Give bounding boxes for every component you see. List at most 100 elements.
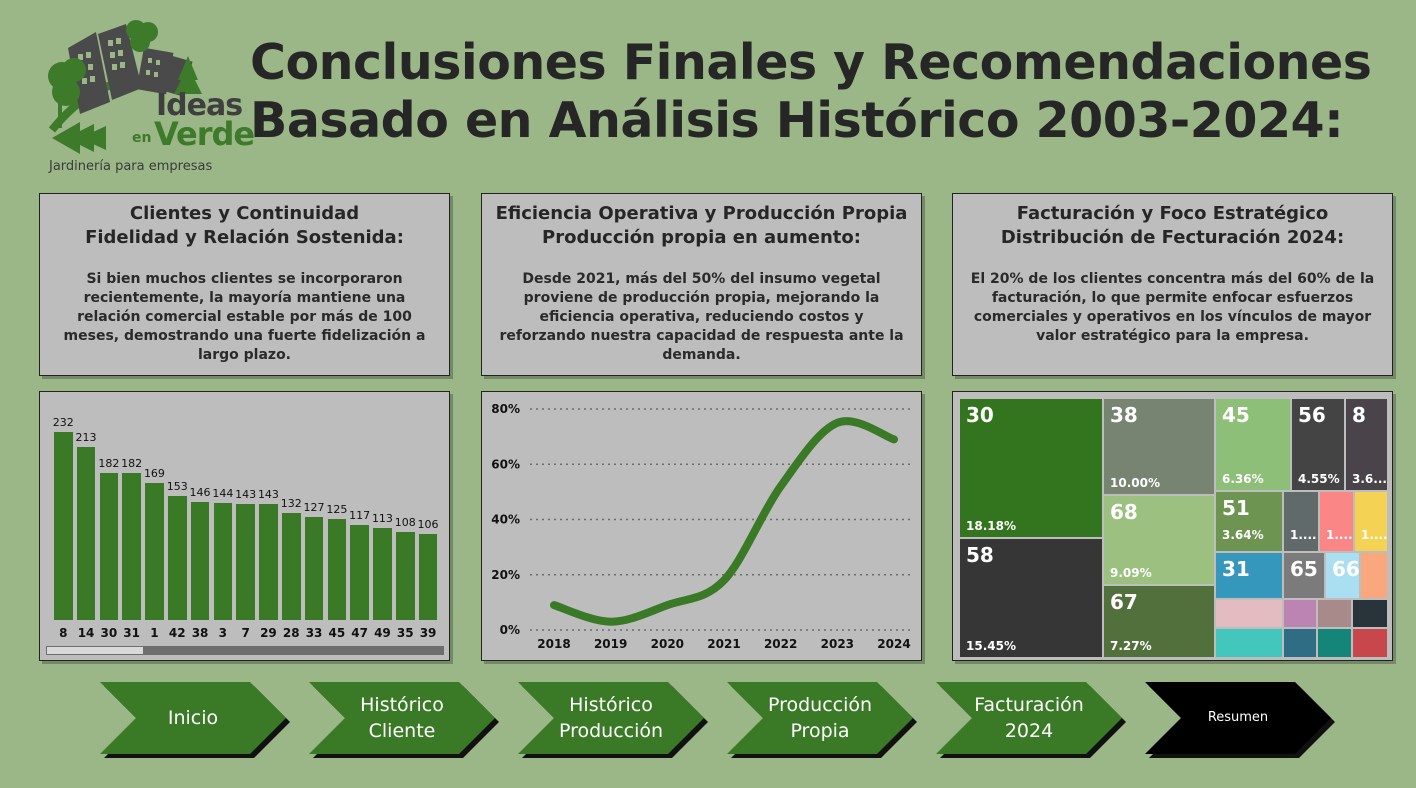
logo-tagline: Jardinería para empresas [49, 159, 213, 174]
nav-produccion-propia-button[interactable]: Producción Propia [727, 682, 917, 758]
line-chart-produccion: 0% 20% 40% 60% 80% 2018 2019 2020 2021 2022 2023 20… [481, 391, 922, 661]
bar-category-label: 3 [218, 626, 228, 640]
card-facturacion: Facturación y Foco Estratégico Distribuc… [952, 193, 1393, 376]
card-produccion-heading-2: Producción propia en aumento: [542, 227, 861, 248]
chart-scrollbar-thumb[interactable] [46, 646, 144, 655]
bar-value-label: 182 [121, 456, 143, 470]
card-facturacion-heading-2: Distribución de Fecturación 2024: [1000, 227, 1345, 248]
card-clientes: Clientes y Continuidad Fidelidad y Relac… [39, 193, 450, 376]
treemap-cell-percent: 1.... [1290, 528, 1317, 542]
treemap-cell-label: 30 [966, 403, 994, 427]
treemap-cell [1283, 628, 1317, 658]
nav-button-label: Histórico Producción [558, 694, 664, 742]
bar-47 [350, 525, 369, 620]
x-tick-label: 2022 [764, 637, 797, 651]
nav-button-label: Histórico Cliente [360, 694, 444, 742]
x-tick-label: 2020 [651, 637, 684, 651]
nav-historico-cliente-button[interactable]: Histórico Cliente [309, 682, 499, 758]
nav-arrow-shape-icon [727, 682, 917, 758]
bar-value-label: 132 [280, 497, 302, 511]
bar-value-label: 144 [212, 487, 234, 501]
treemap-cell [1215, 599, 1283, 628]
card-produccion-heading: Eficiencia Operativa y Producción Propia… [482, 202, 921, 250]
treemap-cell [1360, 552, 1388, 599]
treemap-cell [1352, 628, 1388, 658]
y-tick-label: 0% [500, 623, 520, 637]
bar-14 [76, 447, 96, 620]
bar-value-label: 143 [257, 488, 279, 502]
nav-button-label: Resumen [1207, 710, 1269, 725]
bar-3 [213, 503, 233, 620]
bar-35 [396, 532, 415, 620]
treemap-cell: 1.... [1283, 491, 1319, 552]
treemap-cell-68: 68 9.09% [1103, 495, 1215, 585]
treemap-cell-58: 58 15.45% [959, 538, 1103, 658]
card-facturacion-heading-1: Facturación y Foco Estratégico [1016, 203, 1329, 224]
treemap-cell [1352, 599, 1388, 628]
bar-value-label: 127 [303, 501, 325, 515]
nav-arrow-shape-icon [309, 682, 499, 758]
y-tick-label: 40% [491, 513, 520, 527]
x-tick-label: 2021 [707, 637, 740, 651]
treemap-cell-31: 31 [1215, 552, 1283, 599]
treemap-cell: 1.... [1319, 491, 1354, 552]
page-title: Conclusiones Finales y Recomendaciones B… [250, 34, 1400, 150]
treemap-cell-label: 66 [1332, 557, 1360, 581]
bar-42 [168, 496, 187, 620]
treemap-cell-label: 67 [1110, 590, 1138, 614]
treemap-cell-label: 65 [1290, 557, 1318, 581]
card-clientes-heading: Clientes y Continuidad Fidelidad y Relac… [40, 202, 449, 250]
logo: Ideas en Verde Jardinería para empresas [40, 18, 255, 178]
bar-49 [373, 528, 392, 620]
bar-value-label: 182 [98, 456, 120, 470]
logo-word-verde: Verde [154, 115, 255, 153]
treemap-cell-percent: 15.45% [966, 639, 1016, 653]
treemap-cell-percent: 9.09% [1110, 566, 1152, 580]
bar-value-label: 153 [166, 480, 188, 494]
bar-category-label: 7 [241, 626, 250, 640]
nav-inicio-button[interactable]: Inicio [100, 682, 290, 758]
bar-value-label: 143 [235, 488, 257, 502]
card-facturacion-body: El 20% de los clientes concentra más del… [970, 271, 1375, 344]
bar-category-label: 39 [419, 626, 437, 640]
bar-33 [304, 517, 324, 620]
treemap-cell-label: 68 [1110, 500, 1138, 524]
chart-scrollbar[interactable] [46, 646, 444, 655]
bar-28 [282, 513, 301, 620]
treemap-cell-label: 45 [1222, 403, 1250, 427]
treemap-cell-percent: 3.6... [1352, 472, 1387, 486]
treemap-cell [1283, 599, 1317, 628]
card-clientes-heading-2: Fidelidad y Relación Sostenida: [85, 227, 404, 248]
bar-category-label: 28 [282, 626, 300, 640]
nav-arrow-shape-icon [518, 682, 708, 758]
bar-31 [122, 472, 141, 620]
nav-button-label: Producción Propia [767, 694, 873, 742]
bar-8 [54, 432, 73, 620]
nav-resumen-button[interactable]: Resumen [1145, 682, 1335, 758]
treemap-cell-percent: 4.55% [1298, 472, 1340, 486]
treemap-cell-65: 65 [1283, 552, 1325, 599]
bar-30 [99, 472, 119, 620]
bar-1 [145, 483, 164, 620]
treemap-cell [1317, 599, 1352, 628]
treemap-cell-51: 51 3.64% [1215, 491, 1283, 552]
treemap-cell-label: 8 [1352, 403, 1366, 427]
x-tick-label: 2019 [594, 637, 627, 651]
bar-chart-clientes: 232 8 213 14 182 30 182 31 169 1 153 42 146 38 144 3 143… [39, 391, 450, 661]
bar-7 [236, 504, 255, 620]
x-tick-label: 2023 [821, 637, 854, 651]
bar-29 [259, 504, 278, 620]
treemap-cell-66: 66 [1325, 552, 1360, 599]
line-chart-svg: 0% 20% 40% 60% 80% 2018 2019 2020 2021 2022 2023 20… [491, 402, 914, 651]
treemap-cell-percent: 10.00% [1110, 476, 1160, 490]
nav-facturacion-2024-button[interactable]: Facturación 2024 [936, 682, 1126, 758]
page-title-line-2: Basado en Análisis Histórico 2003-2024: [250, 92, 1344, 149]
bar-category-label: 30 [100, 626, 118, 640]
treemap-cell-label: 58 [966, 543, 994, 567]
nav-arrow-shape-icon [100, 682, 290, 758]
y-tick-label: 20% [491, 568, 520, 582]
bar-value-label: 213 [75, 431, 97, 445]
nav-historico-produccion-button[interactable]: Histórico Producción [518, 682, 708, 758]
bar-value-label: 106 [417, 518, 439, 532]
x-tick-label: 2018 [537, 637, 570, 651]
